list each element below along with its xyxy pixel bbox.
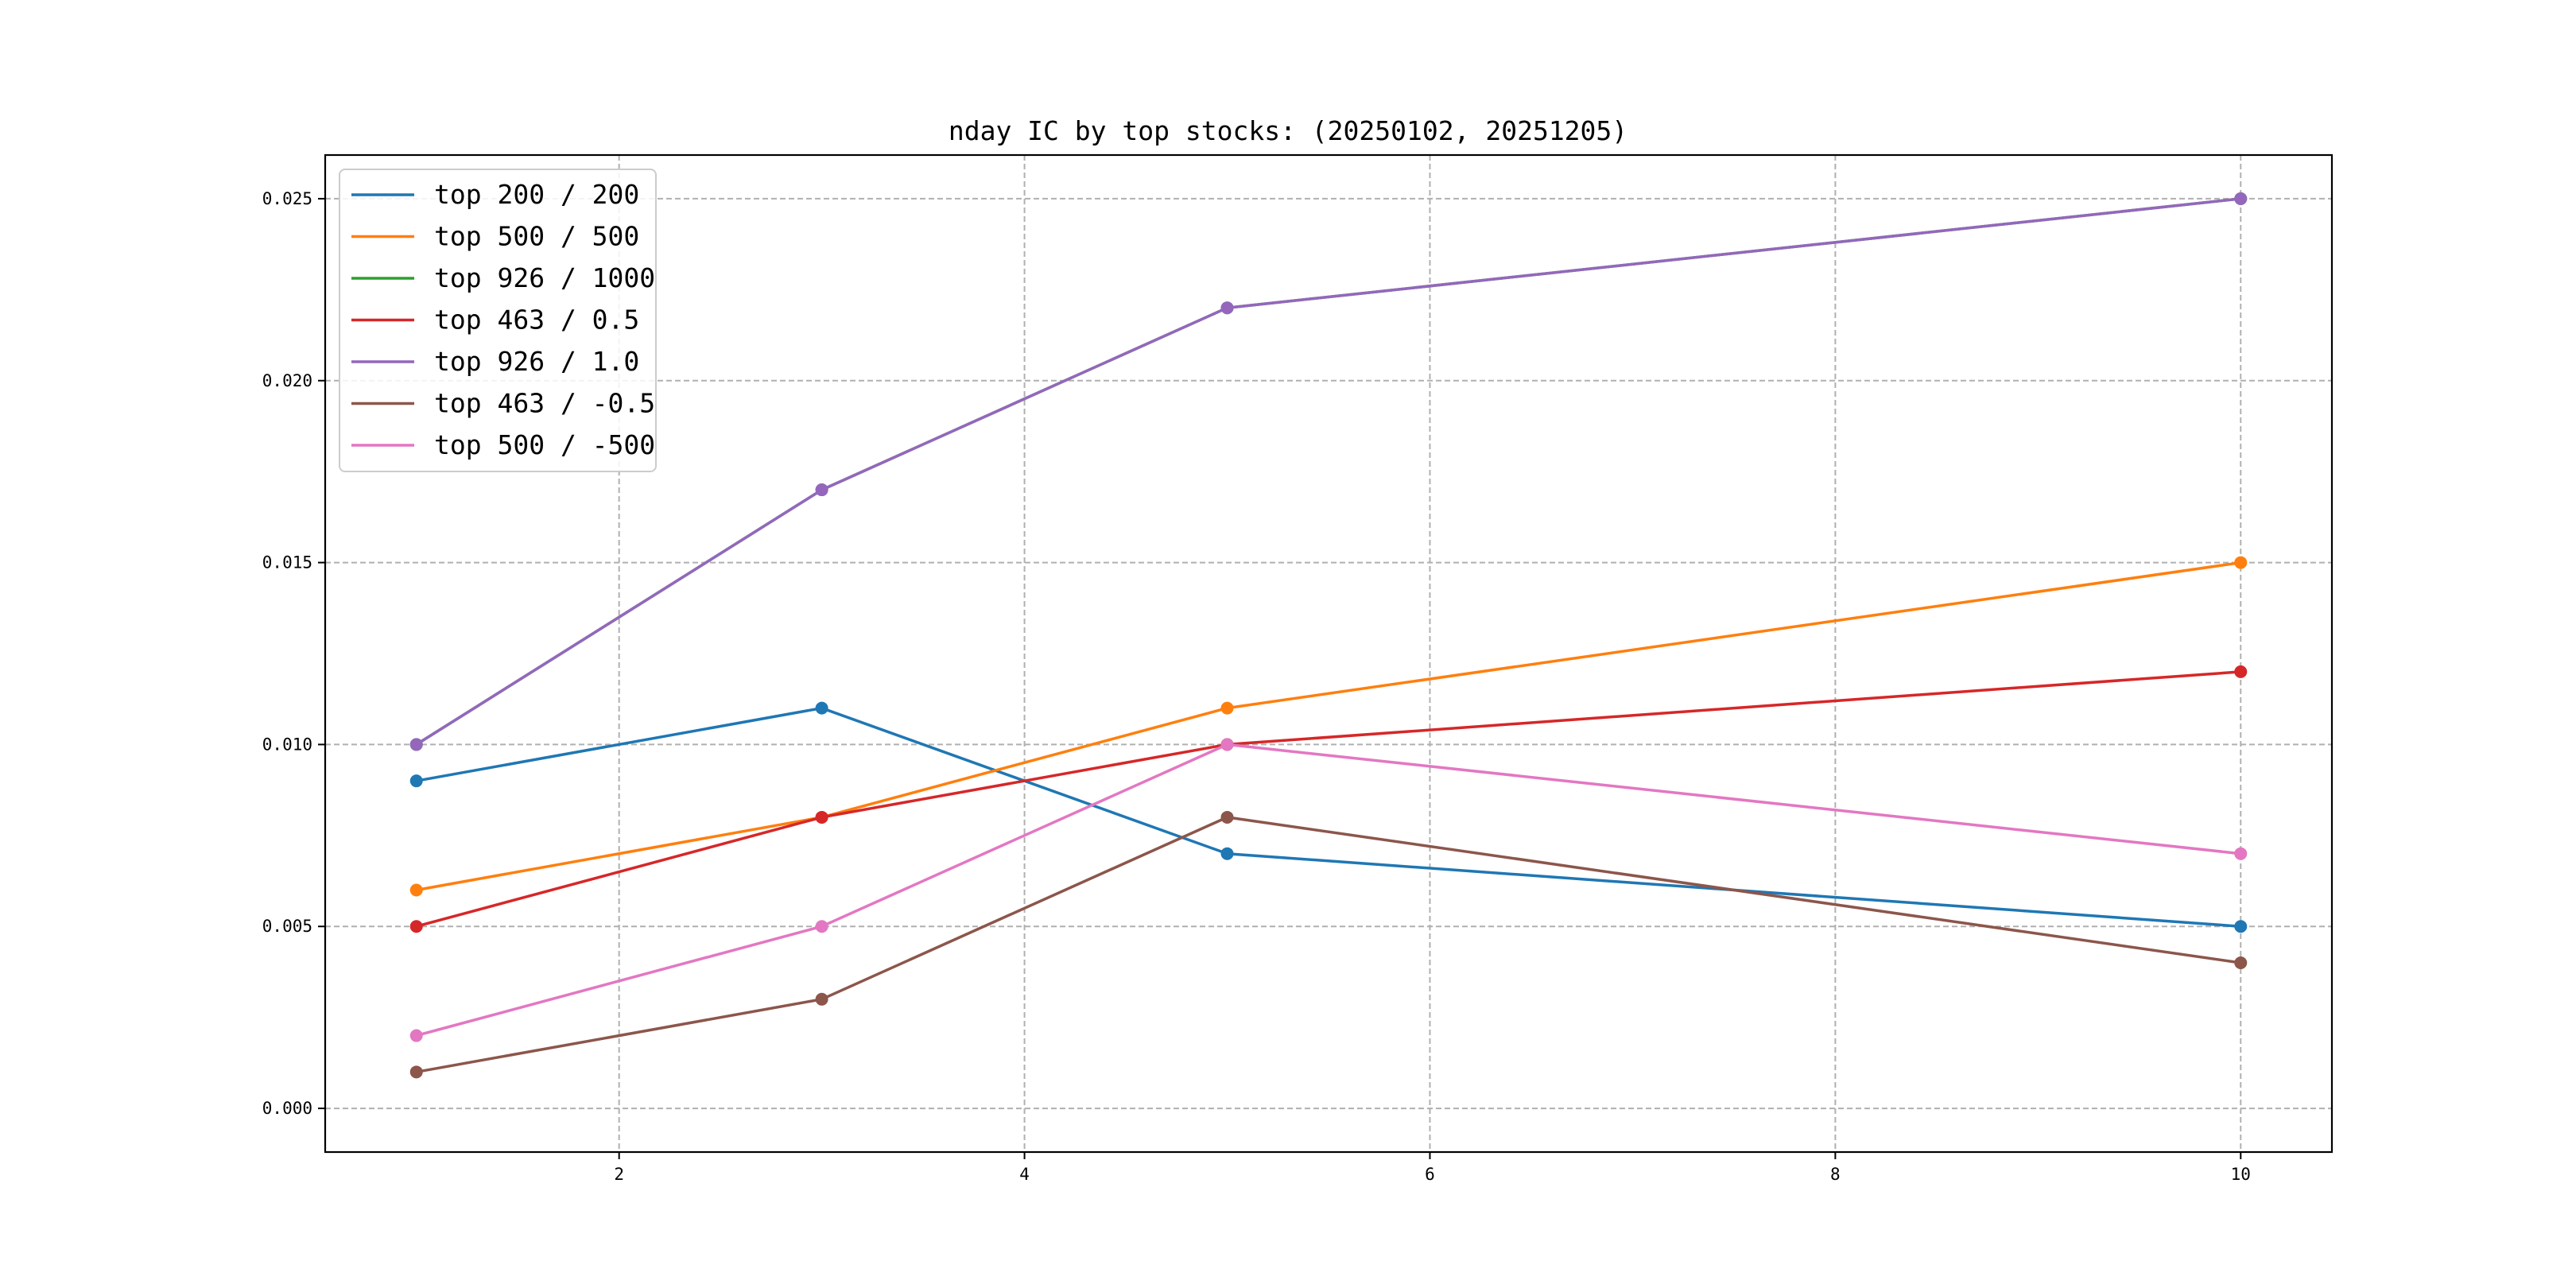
x-tick-label: 4 [1019, 1165, 1030, 1184]
chart-title: nday IC by top stocks: (20250102, 202512… [949, 115, 1627, 146]
data-point [1220, 810, 1234, 824]
y-tick-label: 0.025 [262, 189, 312, 208]
x-tick-label: 6 [1425, 1165, 1435, 1184]
y-tick-label: 0.010 [262, 735, 312, 754]
legend-item: top 926 / 1000 [351, 262, 655, 293]
y-axis: 0.000 0.005 0.010 0.015 0.020 0.025 [262, 189, 325, 1118]
data-point [2234, 192, 2248, 205]
y-tick-label: 0.015 [262, 553, 312, 572]
data-point [2234, 956, 2248, 970]
series-line [415, 197, 2241, 746]
data-point [815, 992, 828, 1006]
x-axis: 2 4 6 8 10 [614, 1152, 2251, 1184]
legend-label: top 926 / 1000 [434, 262, 655, 293]
data-point [1220, 301, 1234, 315]
x-tick-label: 10 [2231, 1165, 2251, 1184]
data-point [815, 810, 828, 824]
data-point [1220, 738, 1234, 751]
x-tick-label: 2 [614, 1165, 624, 1184]
grid [325, 155, 2332, 1152]
plot-area [409, 192, 2248, 1079]
axes-frame [324, 153, 2334, 1154]
series-line [416, 816, 2241, 1074]
legend-item: top 926 / 1.0 [351, 346, 639, 377]
series-line [416, 743, 2241, 1038]
series-line [416, 561, 2241, 892]
x-tick-label: 8 [1830, 1165, 1841, 1184]
series-5 [409, 192, 2248, 751]
data-point [409, 774, 423, 788]
data-point [409, 738, 423, 751]
data-point [2234, 920, 2248, 933]
data-point [409, 1065, 423, 1079]
legend-label: top 926 / 1.0 [434, 346, 639, 377]
data-point [409, 883, 423, 897]
legend-item: top 463 / -0.5 [351, 388, 655, 419]
series-line [416, 670, 2241, 928]
legend: top 200 / 200 top 500 / 500 top 926 / 1000… [339, 169, 657, 472]
data-point [2234, 556, 2248, 569]
legend-label: top 500 / -500 [434, 429, 655, 460]
data-point [409, 1029, 423, 1042]
y-tick-label: 0.000 [262, 1099, 312, 1118]
y-tick-label: 0.005 [262, 917, 312, 936]
legend-label: top 500 / 500 [434, 221, 639, 252]
data-point [1220, 847, 1234, 860]
legend-item: top 500 / 500 [351, 221, 639, 252]
legend-box [339, 169, 657, 472]
data-point [815, 920, 828, 933]
legend-item: top 463 / 0.5 [351, 305, 639, 336]
data-point [2234, 665, 2248, 678]
legend-label: top 463 / -0.5 [434, 388, 655, 419]
data-point [815, 701, 828, 715]
data-point [1220, 701, 1234, 715]
legend-item: top 500 / -500 [351, 429, 655, 460]
y-tick-label: 0.020 [262, 371, 312, 390]
data-point [2234, 847, 2248, 860]
data-point [815, 483, 828, 497]
legend-label: top 200 / 200 [434, 179, 639, 210]
series-7 [409, 738, 2248, 1042]
series-6 [409, 810, 2248, 1079]
legend-item: top 200 / 200 [351, 179, 639, 210]
data-point [409, 920, 423, 933]
legend-label: top 463 / 0.5 [434, 305, 639, 336]
